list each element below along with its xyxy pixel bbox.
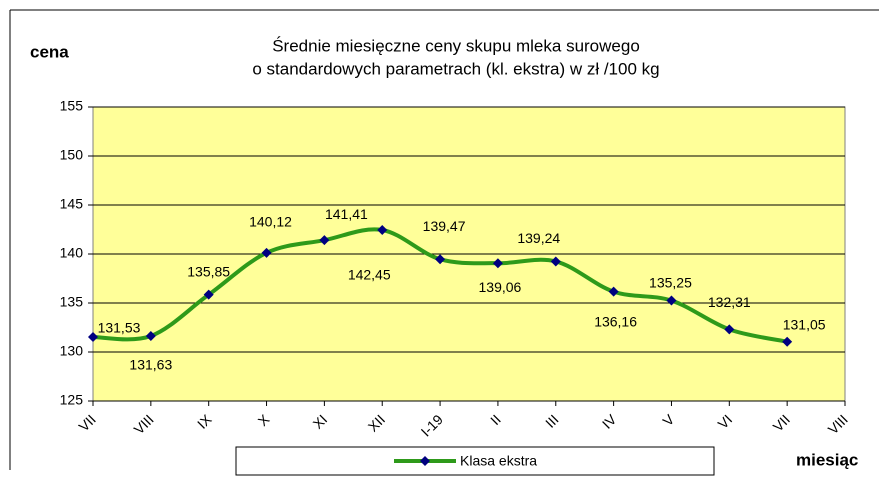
data-label: 131,53 bbox=[98, 320, 141, 336]
x-tick-label: XII bbox=[365, 411, 388, 434]
y-tick-label: 130 bbox=[60, 343, 84, 359]
marker bbox=[550, 256, 561, 267]
marker bbox=[88, 332, 98, 343]
marker bbox=[319, 235, 330, 246]
marker bbox=[435, 254, 446, 265]
x-tick-label: IX bbox=[194, 411, 215, 432]
data-label: 135,85 bbox=[187, 263, 230, 279]
x-tick-label: X bbox=[255, 411, 273, 429]
marker bbox=[145, 331, 156, 342]
data-label: 136,16 bbox=[594, 313, 637, 329]
legend-box bbox=[235, 446, 715, 476]
marker bbox=[724, 324, 735, 335]
x-axis-label: miesiąc bbox=[796, 450, 858, 469]
marker bbox=[782, 336, 793, 347]
data-label: 135,25 bbox=[649, 274, 692, 290]
x-tick-label: VII bbox=[75, 411, 98, 434]
x-tick-label: II bbox=[487, 411, 504, 428]
y-tick-label: 140 bbox=[60, 245, 84, 261]
data-label: 142,45 bbox=[348, 267, 391, 283]
marker bbox=[377, 224, 388, 235]
y-tick-label: 150 bbox=[60, 147, 84, 163]
marker bbox=[666, 295, 677, 306]
data-label: 132,31 bbox=[708, 294, 751, 310]
y-tick-label: 135 bbox=[60, 294, 84, 310]
chart-title: o standardowych parametrach (kl. ekstra)… bbox=[252, 59, 659, 78]
data-label: 141,41 bbox=[325, 206, 368, 222]
x-tick-label: I-19 bbox=[418, 411, 447, 440]
marker bbox=[203, 289, 214, 300]
y-tick-label: 125 bbox=[60, 392, 84, 408]
marker bbox=[608, 286, 619, 297]
chart-title: Średnie miesięczne ceny skupu mleka suro… bbox=[272, 36, 640, 55]
x-tick-label: VII bbox=[770, 411, 793, 434]
legend-label: Klasa ekstra bbox=[460, 453, 537, 469]
data-label: 140,12 bbox=[249, 214, 292, 230]
data-label: 139,06 bbox=[479, 279, 522, 295]
data-label: 131,05 bbox=[783, 316, 826, 332]
y-tick-label: 145 bbox=[60, 196, 84, 212]
legend-marker bbox=[420, 456, 430, 466]
data-label: 131,63 bbox=[129, 357, 172, 373]
data-label: 139,47 bbox=[423, 218, 466, 234]
marker bbox=[492, 258, 503, 269]
x-tick-label: III bbox=[542, 411, 562, 431]
x-tick-label: VIII bbox=[131, 411, 157, 437]
x-tick-label: V bbox=[659, 411, 677, 429]
x-tick-label: VIII bbox=[825, 411, 851, 437]
x-tick-label: VI bbox=[715, 411, 736, 432]
data-label: 139,24 bbox=[517, 230, 560, 246]
y-tick-label: 155 bbox=[60, 98, 84, 114]
y-axis-label: cena bbox=[30, 42, 69, 61]
x-tick-label: IV bbox=[599, 411, 620, 432]
marker bbox=[261, 247, 272, 258]
x-tick-label: XI bbox=[310, 411, 331, 432]
